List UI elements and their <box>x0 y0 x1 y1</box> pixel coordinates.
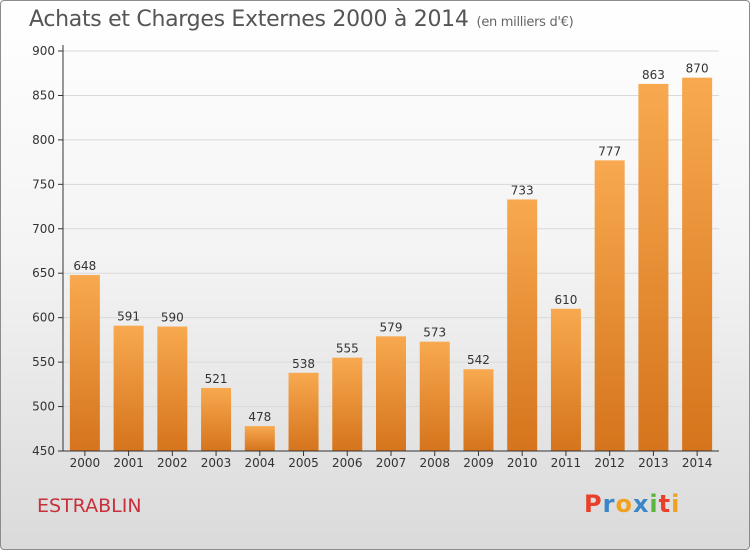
y-tick-label: 550 <box>32 355 55 369</box>
bar-2011 <box>550 308 581 451</box>
y-tick-label: 650 <box>32 266 55 280</box>
x-tick-label-2010: 2010 <box>507 456 538 470</box>
logo-letter: t <box>658 490 672 518</box>
bar-2014 <box>682 77 713 452</box>
x-tick-label-2002: 2002 <box>157 456 188 470</box>
x-tick-label-2000: 2000 <box>70 456 101 470</box>
data-label-2005: 538 <box>292 357 315 371</box>
bar-2002 <box>157 326 188 451</box>
x-tick-label-2008: 2008 <box>419 456 450 470</box>
x-tick-label-2004: 2004 <box>245 456 276 470</box>
data-label-2009: 542 <box>467 353 490 367</box>
bar-2009 <box>463 369 494 451</box>
logo-letter: x <box>632 490 650 518</box>
y-tick-label: 450 <box>32 444 55 458</box>
bar-2004 <box>244 426 275 451</box>
logo-letter: P <box>584 490 603 518</box>
bar-2005 <box>288 372 319 451</box>
x-tick-label-2005: 2005 <box>288 456 319 470</box>
bar-2003 <box>201 387 232 451</box>
x-tick-label-2012: 2012 <box>594 456 625 470</box>
data-label-2014: 870 <box>686 62 709 76</box>
data-label-2003: 521 <box>205 372 228 386</box>
bar-2006 <box>332 357 363 451</box>
x-tick-label-2006: 2006 <box>332 456 363 470</box>
y-tick-label: 850 <box>32 88 55 102</box>
logo-letter: o <box>615 490 633 518</box>
x-tick-label-2013: 2013 <box>638 456 669 470</box>
y-tick-label: 900 <box>32 44 55 58</box>
x-tick-label-2011: 2011 <box>551 456 582 470</box>
data-label-2006: 555 <box>336 342 359 356</box>
data-label-2002: 590 <box>161 311 184 325</box>
data-label-2007: 579 <box>380 320 403 334</box>
title-text: Achats et Charges Externes 2000 à 2014 <box>29 7 469 32</box>
bar-2000 <box>69 275 100 451</box>
x-tick-label-2001: 2001 <box>113 456 144 470</box>
logo-letter: r <box>602 490 616 518</box>
data-label-2012: 777 <box>598 144 621 158</box>
y-tick-label: 750 <box>32 177 55 191</box>
y-tick-label: 500 <box>32 400 55 414</box>
y-tick-label: 600 <box>32 311 55 325</box>
data-label-2004: 478 <box>248 410 271 424</box>
data-label-2008: 573 <box>423 326 446 340</box>
commune-name: ESTRABLIN <box>37 495 142 517</box>
axes: 450 500 550 600 650 700 750 800 850 900 2000 2001 20… <box>32 44 719 470</box>
chart-title: Achats et Charges Externes 2000 à 2014 (e… <box>29 7 574 32</box>
logo-letter: i <box>671 490 681 518</box>
data-label-2001: 591 <box>117 310 140 324</box>
bar-2012 <box>594 160 625 452</box>
x-tick-label-2007: 2007 <box>376 456 407 470</box>
y-tick-label: 800 <box>32 133 55 147</box>
bar-2007 <box>376 336 406 451</box>
bar-2001 <box>113 325 144 451</box>
y-tick-label: 700 <box>32 222 55 236</box>
x-tick-label-2003: 2003 <box>201 456 232 470</box>
bar-2013 <box>638 83 669 451</box>
x-tick-label-2009: 2009 <box>463 456 494 470</box>
bar-2010 <box>507 199 538 451</box>
x-tick-label-2014: 2014 <box>682 456 713 470</box>
data-label-2010: 733 <box>511 183 534 197</box>
data-label-2013: 863 <box>642 68 665 82</box>
bar-2008 <box>419 341 450 451</box>
data-label-2011: 610 <box>554 293 577 307</box>
chart-subtitle: (en milliers d'€) <box>476 15 574 30</box>
data-label-2000: 648 <box>73 259 96 273</box>
logo-letter: i <box>649 490 659 518</box>
bars: 648 591 590 521 478 538 555 579 573 542 733 610 777 8… <box>69 62 713 452</box>
proxiti-logo: Proxiti <box>584 490 680 518</box>
